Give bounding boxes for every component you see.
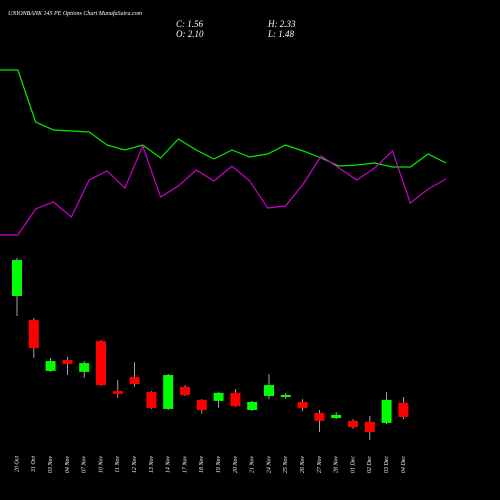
candle-body	[163, 375, 174, 409]
x-tick-label: 12 Nov	[132, 456, 138, 474]
x-tick-label: 26 Nov	[300, 456, 306, 474]
candle-body	[112, 391, 123, 394]
x-tick-label: 31 Oct	[31, 456, 37, 473]
open-label: O: 2.10	[176, 29, 204, 39]
x-tick-label: 03 Dec	[384, 456, 390, 473]
close-label: C: 1.56	[176, 19, 204, 29]
candle-body	[62, 360, 73, 364]
x-tick-label: 10 Nov	[98, 456, 104, 474]
candle-body	[314, 413, 325, 421]
candle-body	[196, 399, 207, 410]
candle-body	[45, 361, 56, 371]
low-label: L: 1.48	[267, 29, 295, 39]
x-tick-label: 19 Nov	[216, 456, 222, 474]
x-tick-label: 13 Nov	[149, 456, 155, 474]
x-tick-label: 27 Nov	[317, 456, 323, 474]
candle-body	[280, 394, 291, 398]
candle-body	[364, 421, 375, 432]
overlay-line	[0, 144, 447, 236]
candle-body	[398, 402, 409, 417]
x-tick-label: 14 Nov	[165, 456, 172, 474]
x-tick-label: 02 Dec	[367, 456, 373, 473]
x-tick-label: 18 Nov	[199, 456, 205, 474]
candle-body	[28, 320, 39, 349]
high-label: H: 2.33	[267, 19, 296, 29]
x-tick-label: 20 Oct	[14, 456, 20, 472]
candle-body	[348, 420, 358, 428]
candle-body	[96, 341, 106, 386]
candle-body	[146, 392, 157, 408]
candle-body	[264, 385, 274, 396]
candle-body	[230, 392, 241, 407]
x-tick-label: 20 Nov	[233, 456, 239, 474]
candle-body	[381, 399, 392, 423]
x-tick-label: 03 Nov	[48, 456, 54, 474]
x-tick-label: 21 Nov	[250, 456, 256, 474]
x-tick-label: 28 Nov	[334, 456, 340, 474]
candle-body	[213, 392, 224, 401]
x-tick-label: 04 Nov	[64, 456, 71, 474]
candle-body	[247, 401, 258, 410]
candle-body	[79, 363, 90, 372]
candle-body	[180, 386, 190, 395]
candle-body	[129, 377, 140, 385]
chart-title: UNIONBANK 145 PE Options Chart MunafaSut…	[8, 10, 143, 17]
candle-body	[331, 414, 342, 418]
x-tick-label: 01 Dec	[350, 456, 356, 473]
x-tick-label: 04 Dec	[400, 456, 407, 473]
x-tick-label: 07 Nov	[82, 456, 88, 474]
x-tick-label: 17 Nov	[182, 456, 188, 474]
x-tick-label: 24 Nov	[265, 456, 272, 474]
overlay-line	[0, 69, 447, 168]
candle-body	[12, 260, 22, 297]
x-tick-label: 25 Nov	[283, 456, 289, 474]
candle-body	[297, 401, 308, 408]
x-tick-label: 11 Nov	[115, 456, 121, 473]
